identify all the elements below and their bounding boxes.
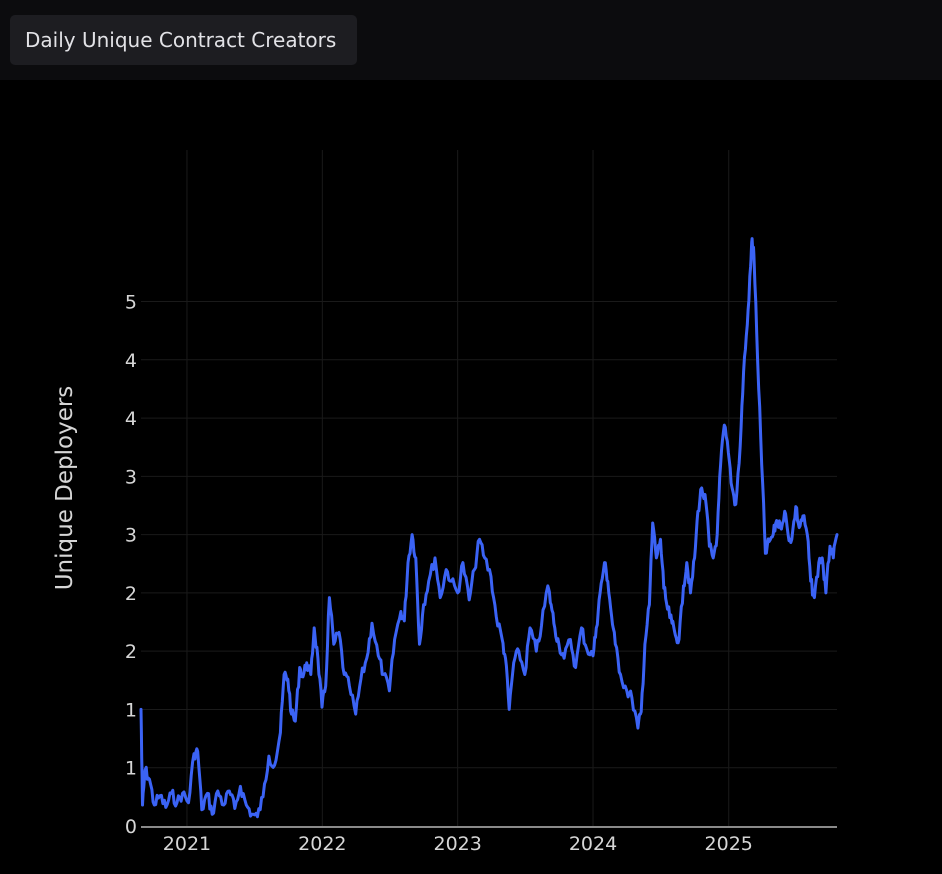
y-tick-label: 2 — [125, 583, 137, 605]
top-toolbar: Daily Unique Contract Creators — [0, 0, 942, 80]
y-tick-label: 4 — [125, 350, 137, 372]
y-tick-label: 1 — [125, 699, 137, 721]
chart-series — [141, 239, 837, 817]
y-tick-label: 1 — [125, 758, 137, 780]
y-axis-label: Unique Deployers — [52, 386, 78, 591]
line-chart: 2021 2022 2023 2024 2025 0 1 1 2 2 3 3 4 4 5 Unique D… — [0, 80, 942, 874]
series-line-0 — [141, 239, 837, 817]
x-tick-label: 2023 — [433, 833, 481, 855]
y-axis: 0 1 1 2 2 3 3 4 4 5 — [125, 292, 137, 838]
y-tick-label: 3 — [125, 466, 137, 488]
y-tick-label: 3 — [125, 525, 137, 547]
y-tick-label: 0 — [125, 816, 137, 838]
x-tick-label: 2022 — [298, 833, 346, 855]
x-tick-label: 2025 — [705, 833, 753, 855]
y-tick-label: 4 — [125, 408, 137, 430]
y-tick-label: 2 — [125, 641, 137, 663]
x-axis: 2021 2022 2023 2024 2025 — [141, 827, 837, 855]
x-tick-label: 2024 — [569, 833, 617, 855]
chart-title-button[interactable]: Daily Unique Contract Creators — [10, 15, 357, 65]
y-tick-label: 5 — [125, 292, 137, 314]
x-tick-label: 2021 — [163, 833, 211, 855]
